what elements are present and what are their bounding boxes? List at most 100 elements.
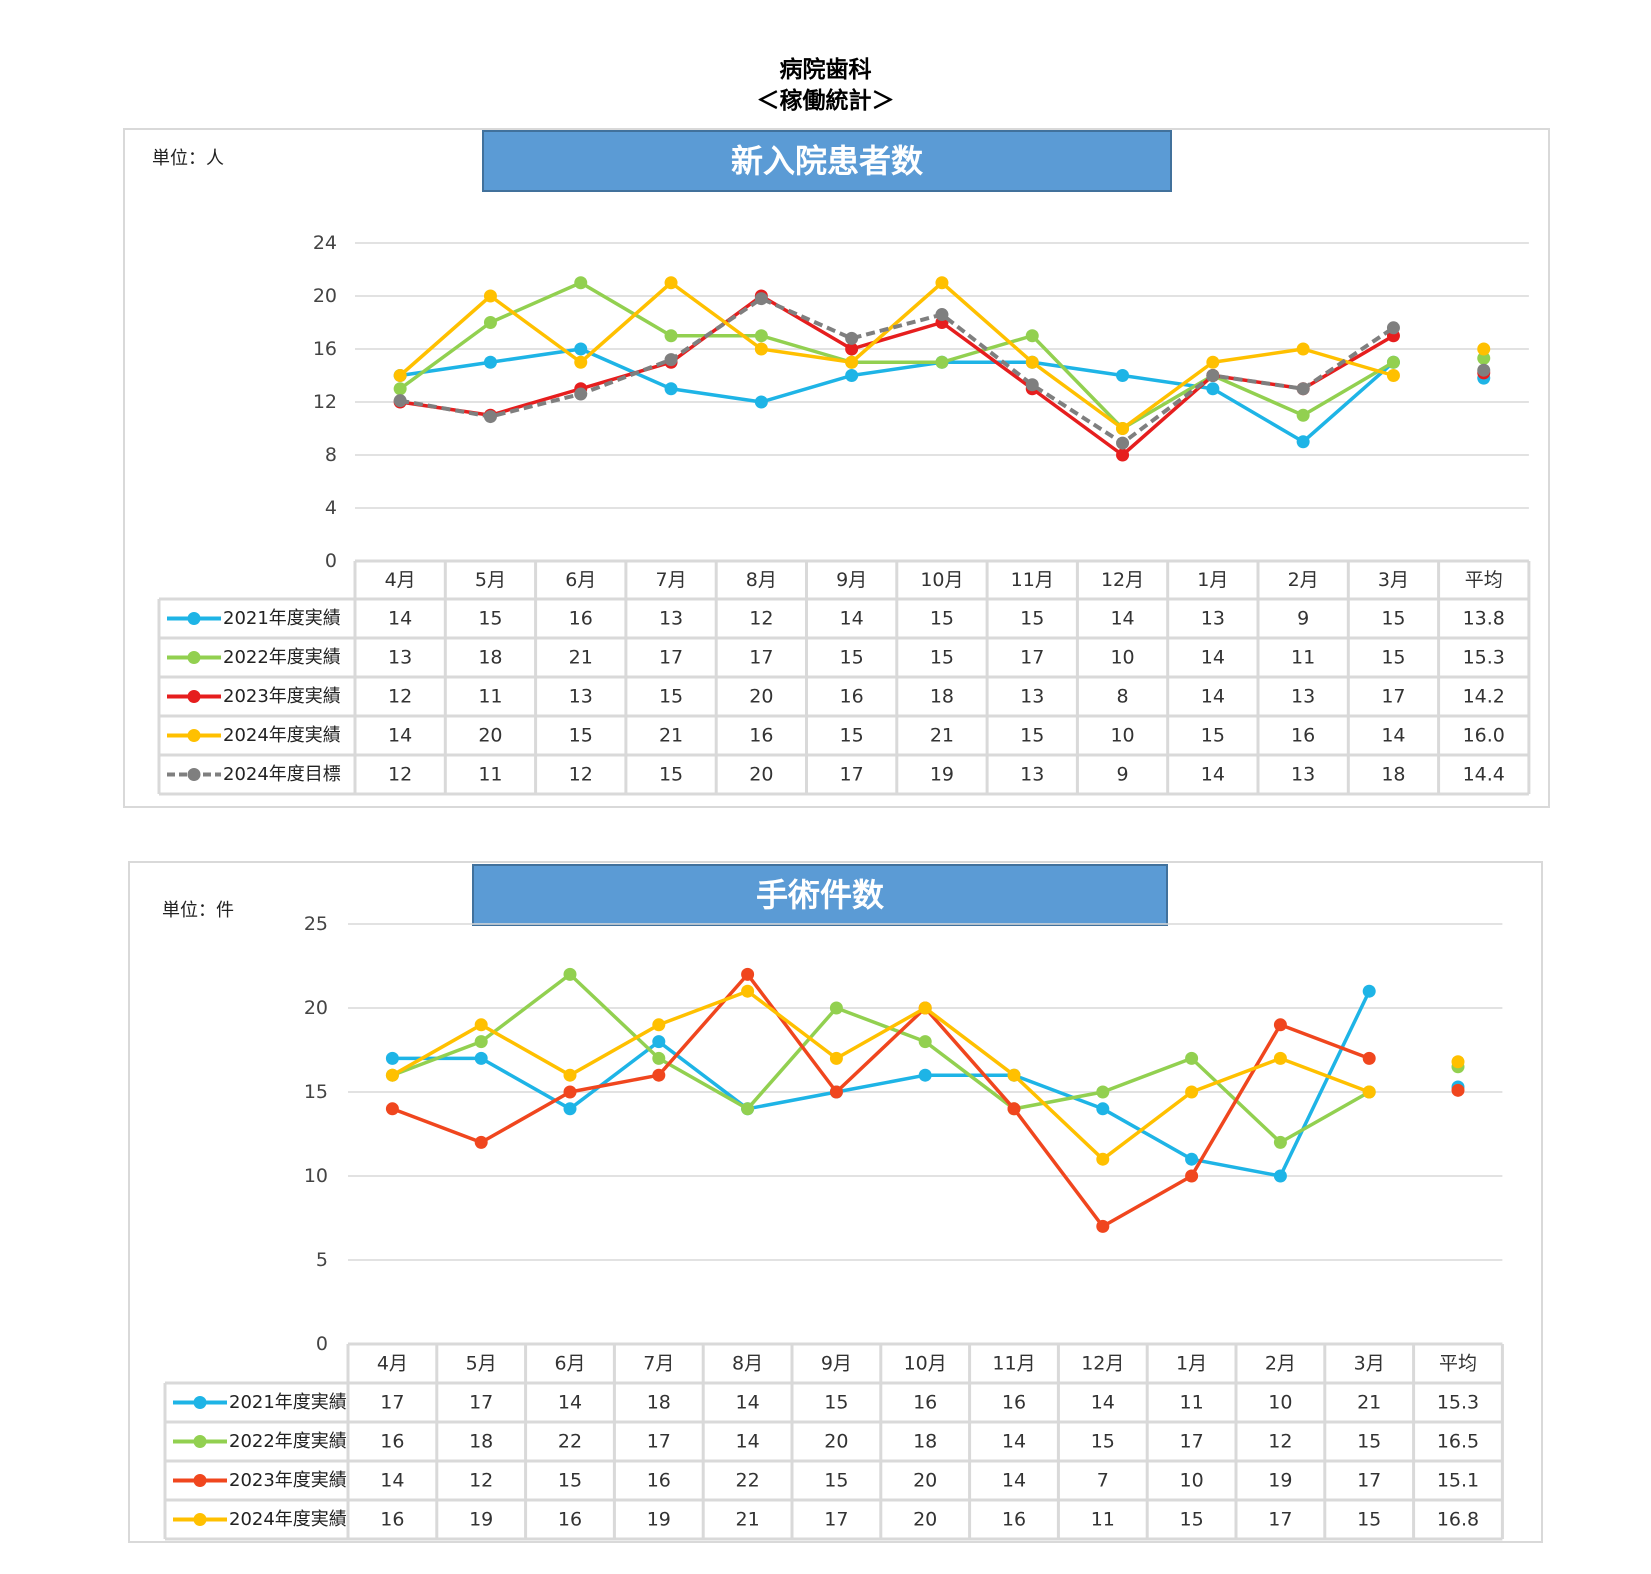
c2-ytick-2: 10 <box>304 1165 328 1187</box>
c1-point-3-5 <box>845 355 859 369</box>
c1-category-11: 3月 <box>1378 569 1409 591</box>
c1-category-2: 6月 <box>565 569 596 591</box>
c2-point-0-2 <box>563 1102 577 1116</box>
c1-cell-2-6: 18 <box>930 686 954 708</box>
chart2-plot-svg: 0 5 10 15 20 25 4月 5月 6月 7月 8月 9月 10月 11月 12月 1月 2月 3月 平均 2… <box>163 913 1504 1541</box>
c1-cell-3-2: 15 <box>569 725 593 747</box>
surgery-count-chart: 単位：件 手術件数 0 5 10 15 20 25 4月 5月 6月 7月 8月 9月 10月 11月 12… <box>128 861 1543 1543</box>
c2-cell-avg-3: 16.8 <box>1437 1509 1479 1531</box>
c1-cell-3-1: 20 <box>478 725 502 747</box>
c2-cell-0-2: 14 <box>558 1392 582 1414</box>
c2-cell-1-6: 18 <box>913 1431 937 1453</box>
c2-point-2-2 <box>563 1085 577 1099</box>
new-inpatients-chart: 単位：人 新入院患者数 0 4 8 12 16 20 24 4月 5月 6月 7月 8月 9月 10月 11… <box>123 128 1550 808</box>
c1-point-4-1 <box>483 410 497 424</box>
c1-cell-4-10: 13 <box>1291 764 1315 786</box>
c2-point-1-5 <box>829 1001 843 1015</box>
c1-cell-1-9: 14 <box>1201 647 1225 669</box>
c2-cell-2-2: 15 <box>558 1470 582 1492</box>
chart2-unit-label: 単位：件 <box>162 900 234 921</box>
c1-point-0-9 <box>1206 382 1220 396</box>
c2-point-0-3 <box>652 1035 666 1049</box>
c1-point-3-11 <box>1386 369 1400 382</box>
c2-legend-marker-3 <box>193 1513 207 1526</box>
c1-cell-1-10: 11 <box>1291 647 1315 669</box>
c2-point-1-4 <box>741 1102 755 1116</box>
c1-point-3-8 <box>1116 422 1130 435</box>
c2-cell-1-0: 16 <box>380 1431 404 1453</box>
c2-cell-1-3: 17 <box>647 1431 671 1453</box>
c1-cell-3-3: 21 <box>659 725 683 747</box>
c1-cell-2-5: 16 <box>840 686 864 708</box>
chart2-title-banner: 手術件数 <box>472 864 1168 926</box>
c1-cell-1-6: 15 <box>930 647 954 669</box>
c1-cell-0-4: 12 <box>749 608 773 630</box>
c1-category-1: 5月 <box>475 569 506 591</box>
c1-legend-label-2: 2023年度実績 <box>223 686 341 707</box>
c2-point-0-6 <box>918 1068 932 1082</box>
c2-category-avg: 平均 <box>1439 1353 1477 1375</box>
c1-point-3-3 <box>664 276 678 290</box>
c2-legend-label-2: 2023年度実績 <box>229 1470 347 1491</box>
c2-point-0-0 <box>385 1051 399 1065</box>
c2-avg-point-2 <box>1451 1083 1465 1097</box>
c2-point-3-2 <box>563 1068 577 1082</box>
c1-avg-point-4 <box>1477 363 1491 377</box>
c1-category-7: 11月 <box>1011 569 1054 591</box>
c1-cell-2-11: 17 <box>1381 686 1405 708</box>
c1-cell-1-3: 17 <box>659 647 683 669</box>
c2-category-0: 4月 <box>377 1353 408 1375</box>
c2-cell-0-11: 21 <box>1357 1392 1381 1414</box>
c1-point-0-1 <box>483 355 497 369</box>
c1-cell-0-11: 15 <box>1381 608 1405 630</box>
c1-cell-0-6: 15 <box>930 608 954 630</box>
c1-cell-2-7: 13 <box>1020 686 1044 708</box>
c2-point-2-5 <box>829 1085 843 1099</box>
c1-cell-3-10: 16 <box>1291 725 1315 747</box>
c2-cell-3-7: 16 <box>1002 1509 1026 1531</box>
c1-series-line-1 <box>399 281 1395 431</box>
c1-ytick-3: 12 <box>313 391 337 413</box>
c2-point-0-10 <box>1273 1169 1287 1183</box>
c2-point-3-4 <box>741 984 755 998</box>
c2-legend-label-0: 2021年度実績 <box>229 1392 347 1413</box>
c1-legend-marker-1 <box>187 651 201 664</box>
c2-cell-2-8: 7 <box>1097 1470 1109 1492</box>
c1-point-1-6 <box>935 355 949 369</box>
c2-cell-3-10: 17 <box>1268 1509 1292 1531</box>
c1-point-3-9 <box>1206 355 1220 369</box>
c1-legend-marker-3 <box>187 729 201 742</box>
c1-series-line-4 <box>399 296 1395 446</box>
c1-cell-avg-1: 15.3 <box>1463 647 1505 669</box>
c1-category-5: 9月 <box>836 569 867 591</box>
c1-category-0: 4月 <box>385 569 416 591</box>
c2-cell-2-11: 17 <box>1357 1470 1381 1492</box>
c2-cell-3-6: 20 <box>913 1509 937 1531</box>
c1-ytick-1: 4 <box>325 497 337 519</box>
c1-point-3-1 <box>483 289 497 303</box>
c2-point-2-8 <box>1096 1219 1110 1233</box>
c1-cell-4-1: 11 <box>478 764 502 786</box>
c2-ytick-0: 0 <box>316 1333 328 1355</box>
c1-cell-4-4: 20 <box>749 764 773 786</box>
c1-avg-point-3 <box>1477 342 1491 356</box>
c1-point-3-0 <box>393 369 407 382</box>
c2-cell-3-8: 11 <box>1091 1509 1115 1531</box>
c2-category-8: 12月 <box>1081 1353 1124 1375</box>
c1-cell-2-0: 12 <box>388 686 412 708</box>
c2-cell-2-10: 19 <box>1268 1470 1292 1492</box>
c1-cell-1-4: 17 <box>749 647 773 669</box>
c2-series-line-3 <box>391 989 1370 1161</box>
c1-cell-2-1: 11 <box>478 686 502 708</box>
page-title: 病院歯科 ＜稼働統計＞ <box>0 55 1651 117</box>
c1-point-4-7 <box>1025 378 1039 392</box>
c2-avg-point-3 <box>1451 1055 1465 1069</box>
c2-cell-1-5: 20 <box>824 1431 848 1453</box>
c1-cell-1-5: 15 <box>840 647 864 669</box>
c1-cell-0-8: 14 <box>1110 608 1134 630</box>
c2-legend-label-1: 2022年度実績 <box>229 1431 347 1452</box>
c2-point-3-3 <box>652 1018 666 1032</box>
c2-cell-3-11: 15 <box>1357 1509 1381 1531</box>
c2-category-11: 3月 <box>1354 1353 1385 1375</box>
c1-point-4-2 <box>574 387 588 401</box>
